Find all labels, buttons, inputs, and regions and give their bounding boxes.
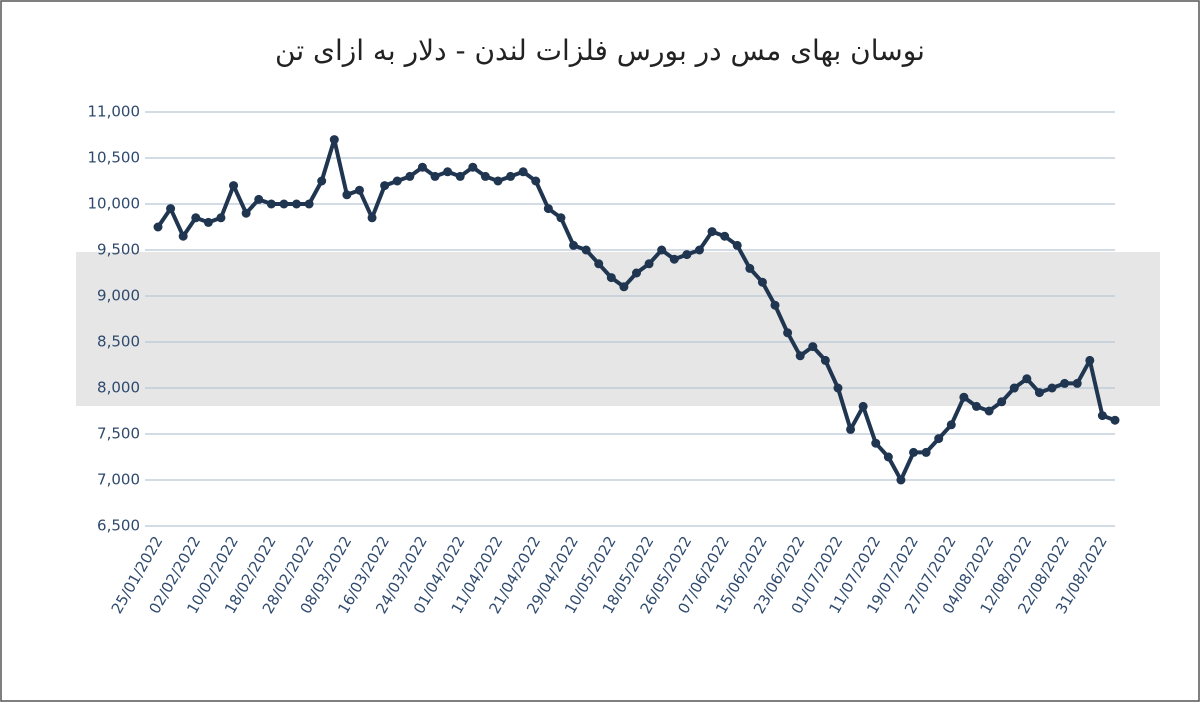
point <box>531 176 541 186</box>
point <box>569 240 579 250</box>
point <box>166 204 176 214</box>
point <box>896 475 906 485</box>
point <box>971 401 981 411</box>
point <box>178 231 188 241</box>
y-tick-label: 10,000 <box>88 195 141 213</box>
point <box>682 250 692 260</box>
y-tick-label: 9,000 <box>97 287 140 305</box>
point <box>317 176 327 186</box>
point <box>921 447 931 457</box>
point <box>883 452 893 462</box>
point <box>606 273 616 283</box>
point <box>506 171 516 181</box>
point <box>480 171 490 181</box>
point <box>707 227 717 237</box>
point <box>984 406 994 416</box>
point <box>581 245 591 255</box>
point <box>757 277 767 287</box>
point <box>644 259 654 269</box>
point <box>1047 383 1057 393</box>
point <box>1060 378 1070 388</box>
point <box>493 176 503 186</box>
point <box>783 328 793 338</box>
point <box>808 342 818 352</box>
y-tick-label: 8,000 <box>97 379 140 397</box>
point <box>518 167 528 177</box>
point <box>694 245 704 255</box>
point <box>997 397 1007 407</box>
y-tick-label: 11,000 <box>88 103 141 121</box>
point <box>720 231 730 241</box>
point <box>846 424 856 434</box>
point <box>594 259 604 269</box>
point <box>619 282 629 292</box>
point <box>279 199 289 209</box>
y-tick-label: 9,500 <box>97 241 140 259</box>
point <box>1022 374 1032 384</box>
point <box>241 208 251 218</box>
point <box>266 199 276 209</box>
point <box>354 185 364 195</box>
point <box>417 162 427 172</box>
point <box>1009 383 1019 393</box>
point <box>203 217 213 227</box>
point <box>833 383 843 393</box>
point <box>871 438 881 448</box>
y-tick-label: 8,500 <box>97 333 140 351</box>
point <box>959 392 969 402</box>
point <box>1085 355 1095 365</box>
point <box>455 171 465 181</box>
point <box>820 355 830 365</box>
point <box>556 213 566 223</box>
point <box>430 171 440 181</box>
point <box>745 263 755 273</box>
point <box>946 420 956 430</box>
chart-title: نوسان بهای مس در بورس فلزات لندن - دلار … <box>275 34 925 67</box>
point <box>858 401 868 411</box>
point <box>380 181 390 191</box>
point <box>1034 388 1044 398</box>
point <box>292 199 302 209</box>
y-tick-label: 6,500 <box>97 517 140 535</box>
point <box>934 434 944 444</box>
point <box>304 199 314 209</box>
y-tick-label: 7,000 <box>97 471 140 489</box>
point <box>1097 411 1107 421</box>
point <box>795 351 805 361</box>
point <box>1110 415 1120 425</box>
point <box>543 204 553 214</box>
y-tick-label: 7,500 <box>97 425 140 443</box>
point <box>254 194 264 204</box>
point <box>732 240 742 250</box>
point <box>669 254 679 264</box>
point <box>329 135 339 145</box>
point <box>191 213 201 223</box>
point <box>909 447 919 457</box>
point <box>229 181 239 191</box>
point <box>657 245 667 255</box>
point <box>632 268 641 278</box>
point <box>468 162 478 172</box>
point <box>392 176 402 186</box>
point <box>216 213 226 223</box>
point <box>443 167 453 177</box>
point <box>1072 378 1082 388</box>
point <box>342 190 352 200</box>
watermark-band <box>76 252 1160 406</box>
point <box>367 213 377 223</box>
point <box>153 222 163 232</box>
point <box>770 300 780 310</box>
y-tick-label: 10,500 <box>88 149 141 167</box>
point <box>405 171 415 181</box>
